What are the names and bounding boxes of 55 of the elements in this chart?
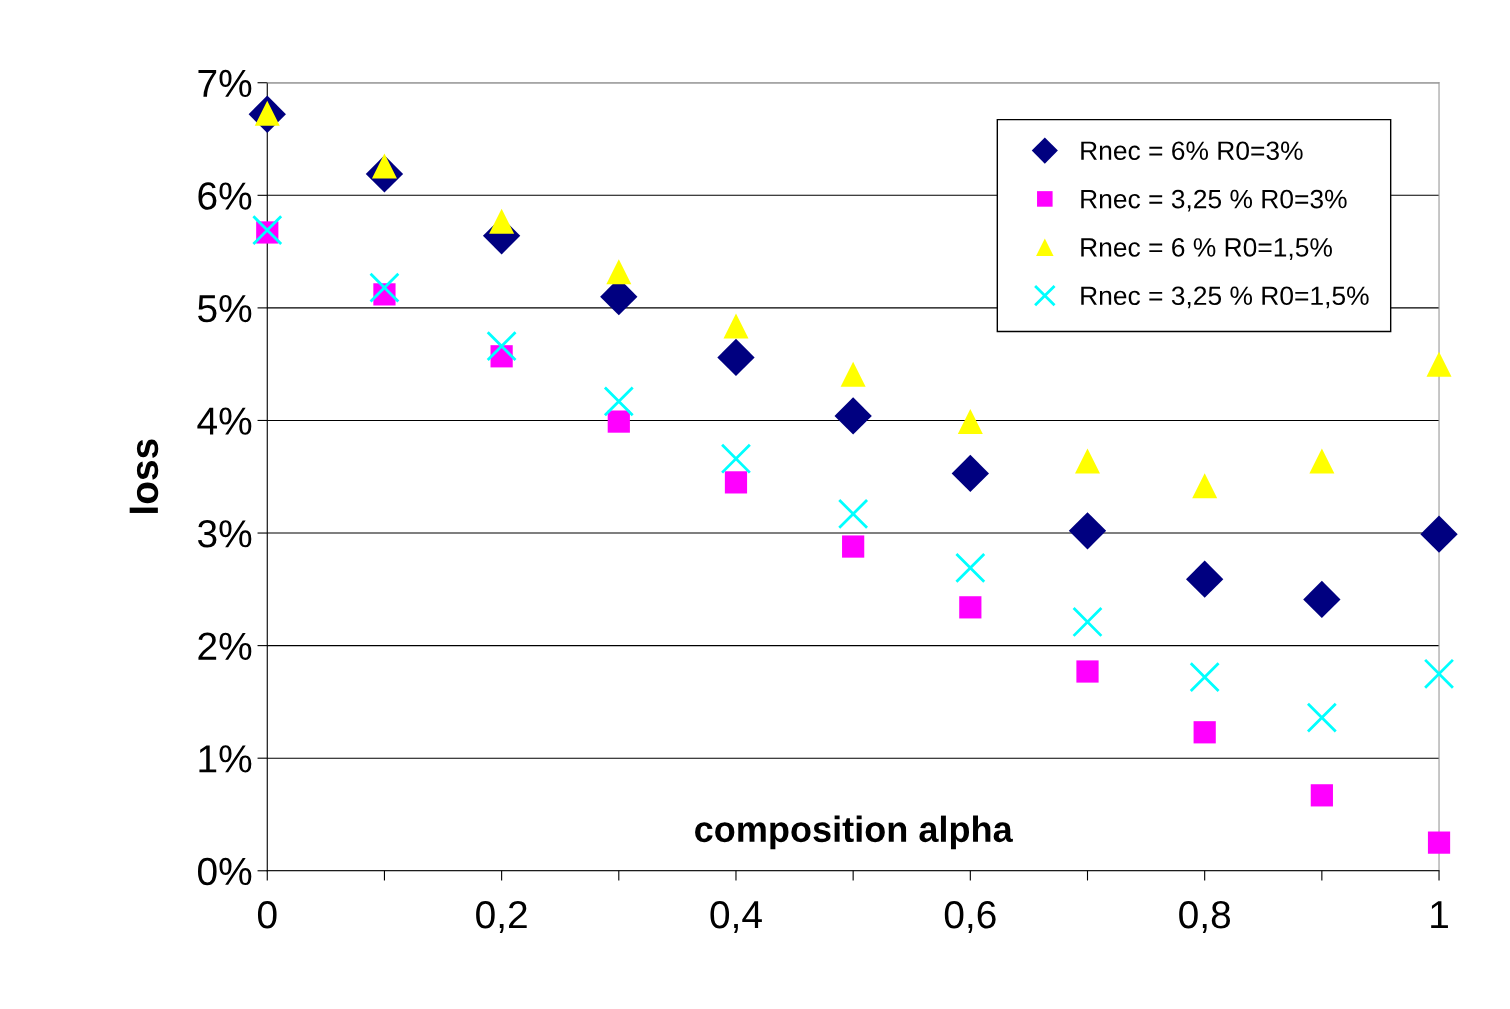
point — [486, 330, 517, 362]
point — [957, 409, 983, 435]
x-tick-label: 1 — [1431, 901, 1448, 929]
point — [1309, 448, 1335, 474]
point — [840, 361, 866, 387]
y-tick-label: 7% — [198, 69, 252, 98]
point — [1303, 580, 1341, 619]
y-tick-label: 1% — [199, 745, 252, 773]
point — [1193, 721, 1216, 744]
y-tick-label: 2% — [198, 632, 252, 660]
x-tick-label: 0,6 — [944, 900, 996, 934]
point — [369, 272, 400, 303]
point — [607, 410, 630, 433]
point — [834, 397, 872, 435]
legend-label: Rnec = 3,25 % R0=3% — [1081, 189, 1347, 212]
point — [606, 259, 632, 285]
point — [1306, 702, 1338, 733]
point — [1189, 661, 1220, 693]
point — [1427, 831, 1451, 854]
y-tick-label: 3% — [197, 519, 252, 548]
point — [717, 338, 755, 377]
point — [959, 596, 982, 619]
x-tick-label: 0,4 — [710, 900, 762, 934]
point — [837, 498, 869, 530]
point — [720, 443, 752, 475]
y-tick-label: 0% — [198, 857, 252, 886]
legend-label: Rnec = 6 % R0=1,5% — [1081, 238, 1332, 260]
point — [1423, 658, 1455, 690]
point — [1420, 515, 1458, 553]
point — [951, 454, 989, 493]
point — [1072, 606, 1103, 638]
y-tick-label: 5% — [198, 295, 252, 323]
point — [1186, 560, 1224, 598]
point — [1192, 473, 1218, 499]
x-tick-label: 0 — [257, 900, 277, 929]
point — [955, 552, 986, 584]
point — [1426, 351, 1452, 377]
point — [724, 471, 748, 494]
point — [842, 535, 865, 558]
point — [251, 214, 283, 246]
point — [723, 313, 749, 339]
x-tick-label: 0,2 — [476, 900, 527, 934]
y-tick-label: 4% — [197, 407, 252, 435]
legend-label: Rnec = 6% R0=3% — [1081, 141, 1303, 161]
point — [1068, 512, 1107, 550]
y-axis-title: loss — [129, 439, 159, 513]
point — [603, 386, 635, 417]
point — [489, 208, 515, 234]
point — [1310, 784, 1333, 807]
x-tick-label: 0,8 — [1179, 900, 1231, 934]
point — [1076, 660, 1099, 683]
x-axis-title: composition alpha — [695, 815, 1013, 850]
legend-label: Rnec = 3,25 % R0=1,5% — [1081, 286, 1369, 309]
point — [1075, 448, 1100, 474]
y-tick-label: 6% — [198, 182, 252, 210]
